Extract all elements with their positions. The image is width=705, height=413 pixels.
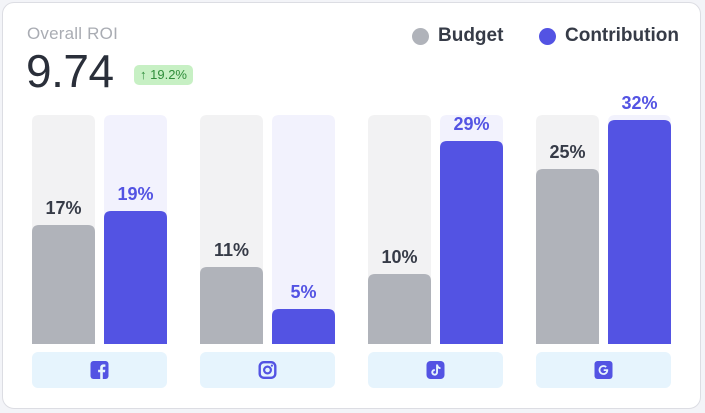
contribution-bar-instagram — [272, 309, 335, 344]
budget-legend-label: Budget — [438, 25, 504, 46]
budget-label-tiktok: 10% — [381, 247, 417, 267]
instagram-icon — [258, 361, 277, 380]
overall-roi-label: Overall ROI — [27, 24, 118, 43]
contribution-label-google: 32% — [621, 93, 657, 113]
budget-label-instagram: 11% — [214, 240, 249, 260]
budget-bar-tiktok — [368, 274, 431, 344]
roi-change-value: 19.2% — [150, 67, 187, 82]
facebook-icon — [90, 361, 109, 379]
budget-label-facebook: 17% — [45, 198, 81, 218]
overall-roi-value: 9.74 — [26, 45, 114, 97]
contribution-bar-tiktok — [440, 141, 503, 344]
tiktok-icon — [426, 361, 445, 379]
contribution-label-instagram: 5% — [290, 282, 316, 302]
legend-item-budget: Budget — [412, 25, 503, 47]
contribution-legend-label: Contribution — [565, 25, 679, 46]
contribution-legend-dot — [539, 27, 556, 45]
contribution-label-tiktok: 29% — [453, 114, 489, 134]
contribution-bar-facebook — [104, 211, 167, 344]
contribution-track-instagram — [272, 115, 335, 344]
roi-change-badge: ↑ 19.2% — [134, 65, 193, 85]
budget-bar-google — [536, 169, 599, 344]
budget-label-google: 25% — [549, 142, 585, 162]
legend-item-contribution: Contribution — [539, 25, 679, 47]
contribution-label-facebook: 19% — [117, 184, 153, 204]
google-icon — [594, 361, 613, 379]
budget-bar-facebook — [32, 225, 95, 344]
budget-legend-dot — [412, 27, 429, 45]
platform-tile-instagram — [200, 352, 335, 388]
budget-bar-instagram — [200, 267, 263, 344]
arrow-up-icon: ↑ — [140, 67, 147, 82]
contribution-bar-google — [608, 120, 671, 344]
